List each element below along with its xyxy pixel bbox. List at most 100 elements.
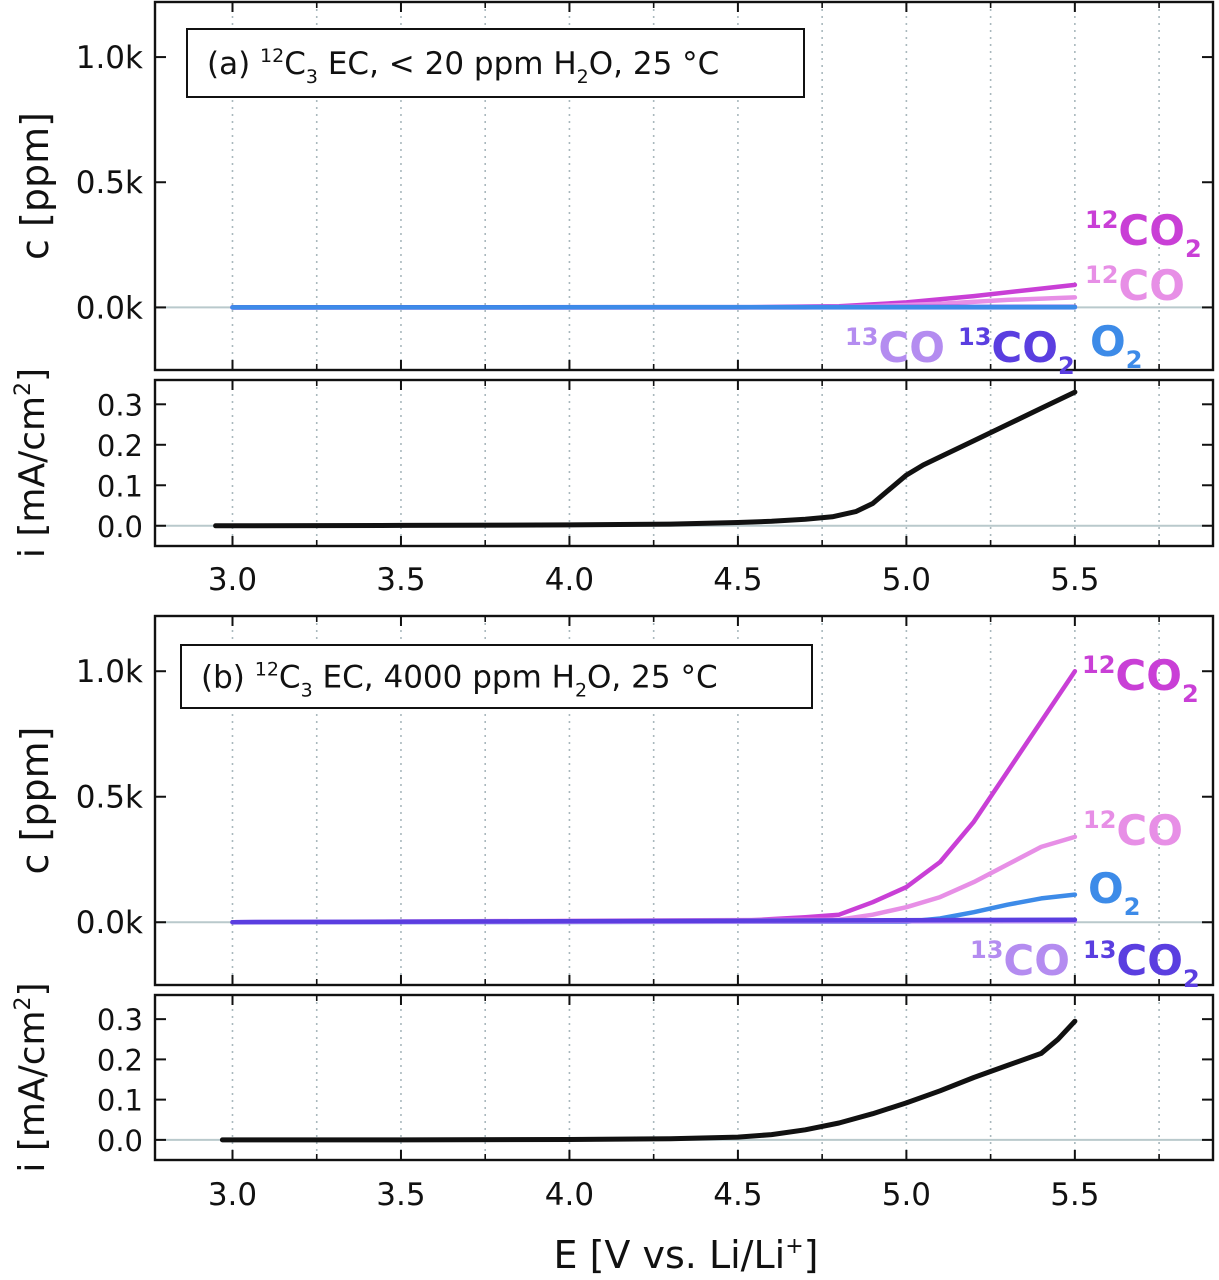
x-tick-label: 4.5 bbox=[713, 1177, 762, 1213]
y-axis-label-sup: 2 bbox=[11, 996, 36, 1010]
y-axis-label-text: c [ppm] bbox=[13, 112, 57, 260]
x-tick-label: 4.5 bbox=[713, 562, 762, 598]
y-axis-label-sup: 2 bbox=[11, 382, 36, 396]
species-label-sub: 2 bbox=[1183, 965, 1200, 993]
y-tick-label: 0.0 bbox=[97, 510, 143, 544]
title-sup: 12 bbox=[255, 659, 279, 681]
species-label-sub: 2 bbox=[1124, 893, 1141, 921]
species-label-main: CO bbox=[991, 323, 1058, 372]
species-label-sup: 12 bbox=[1082, 651, 1115, 679]
y-axis-label: i [mA/cm2] bbox=[11, 982, 53, 1172]
species-label: 13CO bbox=[845, 323, 945, 372]
title-text: EC, 4000 ppm H bbox=[313, 660, 575, 696]
y-tick-label: 0.3 bbox=[97, 388, 143, 422]
axes-frame bbox=[153, 0, 1215, 372]
y-tick-label: 0.0 bbox=[97, 1124, 143, 1158]
x-tick-label: 3.5 bbox=[376, 562, 425, 598]
title-sub: 3 bbox=[306, 66, 318, 88]
y-axis-label: i [mA/cm2] bbox=[11, 368, 53, 558]
y-axis-label: c [ppm] bbox=[13, 112, 57, 260]
y-tick-label: 0.0k bbox=[76, 905, 143, 941]
x-tick-label: 3.5 bbox=[376, 1177, 425, 1213]
species-label: 12CO2 bbox=[1085, 206, 1202, 263]
species-label-main: CO bbox=[1115, 651, 1182, 700]
title-text: C bbox=[279, 660, 301, 696]
panel-title: (a) 12C3 EC, < 20 ppm H2O, 25 °C bbox=[207, 45, 719, 88]
species-label-main: CO bbox=[1003, 936, 1070, 985]
x-tick-label: 5.5 bbox=[1050, 562, 1099, 598]
species-label-main: CO bbox=[1116, 806, 1183, 855]
title-text: C bbox=[284, 46, 306, 82]
title-sup: 12 bbox=[260, 45, 284, 67]
species-label: 12CO bbox=[1085, 261, 1185, 310]
species-label: O2 bbox=[1090, 317, 1142, 374]
y-axis-label-text: c [ppm] bbox=[13, 727, 57, 875]
panel-title-box bbox=[180, 644, 813, 709]
species-label: O2 bbox=[1088, 864, 1140, 921]
species-label-sup: 12 bbox=[1083, 806, 1116, 834]
species-label-sup: 13 bbox=[845, 323, 878, 351]
x-tick-label: 5.0 bbox=[882, 1177, 931, 1213]
panel-b-gas: 0.0k 0.5k 1.0k c [ppm] bbox=[13, 614, 1215, 987]
y-axis-label-text: i [mA/cm bbox=[12, 1010, 53, 1172]
title-sub: 2 bbox=[577, 66, 589, 88]
y-tick-label: 0.5k bbox=[76, 780, 143, 816]
title-sub: 3 bbox=[301, 680, 313, 702]
y-axis-label-text: i [mA/cm bbox=[12, 396, 53, 558]
species-label-sub: 2 bbox=[1185, 235, 1202, 263]
x-axis-label-close: ] bbox=[804, 1233, 819, 1277]
series-line-current bbox=[213, 389, 1078, 529]
y-axis-label-close: ] bbox=[12, 982, 53, 996]
species-label: 13CO2 bbox=[1083, 936, 1200, 993]
x-axis-label-sup: + bbox=[785, 1234, 803, 1259]
y-tick-label: 1.0k bbox=[76, 40, 143, 76]
species-label: 12CO2 bbox=[1082, 651, 1199, 708]
x-tick-label: 3.0 bbox=[208, 562, 257, 598]
x-axis-label: E [V vs. Li/Li+] bbox=[554, 1233, 819, 1277]
y-tick-label: 1.0k bbox=[76, 654, 143, 690]
title-text: O, 25 °C bbox=[587, 660, 718, 696]
x-tick-label: 5.5 bbox=[1050, 1177, 1099, 1213]
y-tick-label: 0.5k bbox=[76, 165, 143, 201]
title-text: (a) bbox=[207, 46, 260, 82]
series-line-12CO bbox=[230, 834, 1078, 925]
species-label: 13CO2 bbox=[958, 323, 1075, 380]
axes-frame bbox=[153, 378, 1215, 548]
series-line-13CO2 bbox=[230, 917, 1078, 925]
y-tick-label: 0.0k bbox=[76, 290, 143, 326]
panel-title: (b) 12C3 EC, 4000 ppm H2O, 25 °C bbox=[201, 659, 718, 702]
species-label-sup: 13 bbox=[958, 323, 991, 351]
x-axis-label-text: E [V vs. Li/Li bbox=[554, 1233, 786, 1277]
species-label-sub: 2 bbox=[1058, 352, 1075, 380]
species-label: 13CO bbox=[970, 936, 1070, 985]
title-text: EC, < 20 ppm H bbox=[318, 46, 577, 82]
species-label-sub: 2 bbox=[1126, 346, 1143, 374]
y-tick-label: 0.3 bbox=[97, 1003, 143, 1037]
y-tick-label: 0.2 bbox=[97, 429, 143, 463]
species-label-main: O bbox=[1090, 317, 1126, 366]
species-label-sup: 12 bbox=[1085, 261, 1118, 289]
title-sub: 2 bbox=[575, 680, 587, 702]
y-axis-label-close: ] bbox=[12, 368, 53, 382]
series-line-current bbox=[219, 1018, 1078, 1143]
species-label-sup: 12 bbox=[1085, 206, 1118, 234]
axes-frame bbox=[153, 993, 1215, 1162]
x-tick-label: 4.0 bbox=[545, 562, 594, 598]
y-tick-label: 0.1 bbox=[97, 1084, 143, 1118]
species-label-main: CO bbox=[1118, 206, 1185, 255]
species-label-main: CO bbox=[1118, 261, 1185, 310]
y-axis-label: c [ppm] bbox=[13, 727, 57, 875]
panel-a-current: 0.0 0.1 0.2 0.3 i [mA/cm2] bbox=[11, 368, 1215, 558]
species-label-main: O bbox=[1088, 864, 1124, 913]
title-text: (b) bbox=[201, 660, 255, 696]
y-tick-label: 0.1 bbox=[97, 469, 143, 503]
species-label-main: CO bbox=[878, 323, 945, 372]
species-label-sup: 13 bbox=[970, 936, 1003, 964]
species-label-main: CO bbox=[1116, 936, 1183, 985]
panel-title-box bbox=[186, 28, 805, 98]
species-label-sup: 13 bbox=[1083, 936, 1116, 964]
species-label: 12CO bbox=[1083, 806, 1183, 855]
title-text: O, 25 °C bbox=[589, 46, 720, 82]
x-tick-label: 3.0 bbox=[208, 1177, 257, 1213]
